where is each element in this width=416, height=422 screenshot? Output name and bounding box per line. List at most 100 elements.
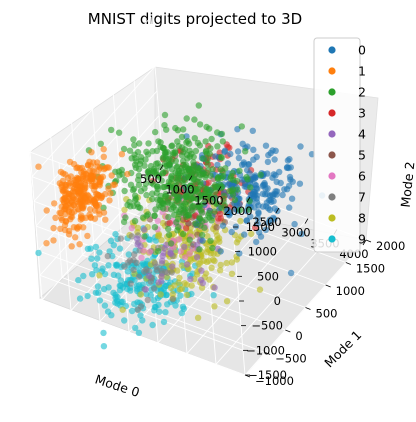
point (154, 248, 162, 255)
point (88, 149, 95, 156)
point (235, 154, 243, 162)
point (80, 272, 87, 280)
point (135, 181, 143, 189)
y-tick (345, 262, 351, 265)
point (94, 163, 101, 170)
point (118, 151, 126, 158)
point (84, 292, 91, 300)
point (192, 220, 199, 227)
point (108, 172, 115, 179)
point (169, 290, 176, 298)
point (256, 229, 263, 236)
point (69, 194, 77, 202)
point (65, 207, 73, 215)
point (52, 214, 59, 221)
point (129, 186, 137, 194)
point (125, 259, 132, 266)
point (164, 301, 171, 308)
point (146, 248, 153, 256)
point (178, 262, 186, 269)
x-tick (159, 164, 164, 171)
point (128, 224, 135, 232)
point (163, 126, 170, 133)
point (141, 162, 148, 169)
point (176, 236, 183, 243)
point (166, 219, 173, 227)
x-tick-label: 2000 (223, 204, 252, 218)
x-tick-label: 1000 (165, 183, 194, 197)
point (174, 174, 181, 181)
point (162, 190, 169, 198)
point (137, 291, 144, 298)
point (75, 277, 82, 284)
point (100, 329, 107, 337)
point (259, 203, 267, 210)
point (195, 102, 202, 109)
point (171, 211, 178, 218)
point (76, 241, 83, 248)
point (169, 296, 176, 303)
point (190, 159, 197, 166)
point (155, 279, 162, 286)
legend-label-9: 9 (358, 232, 366, 247)
point (126, 147, 134, 154)
point (226, 212, 233, 219)
point (151, 212, 158, 220)
point (135, 273, 143, 280)
x-axis-label: Mode 0 (93, 371, 141, 399)
x-tick (188, 175, 193, 181)
point (60, 206, 68, 213)
point (214, 236, 221, 243)
point (238, 123, 245, 130)
point (132, 324, 139, 332)
point (194, 164, 201, 171)
point (226, 187, 233, 195)
point (138, 262, 145, 269)
point (60, 187, 68, 194)
point (207, 237, 214, 244)
legend-label-1: 1 (358, 64, 366, 79)
point (180, 126, 187, 133)
point (141, 268, 148, 275)
point (155, 173, 163, 180)
y-tick-label: 1500 (356, 262, 385, 276)
point (147, 236, 154, 243)
point (97, 140, 105, 147)
point (147, 278, 154, 285)
point (195, 185, 202, 192)
point (177, 206, 185, 213)
y-tick (305, 307, 311, 310)
point (213, 199, 220, 207)
point (285, 164, 292, 172)
point (106, 197, 113, 204)
z-tick-label: 500 (257, 269, 279, 283)
point (196, 142, 204, 149)
point (262, 226, 269, 234)
point (151, 224, 159, 231)
point (110, 271, 118, 278)
point (178, 133, 186, 141)
point (221, 148, 228, 156)
point (127, 203, 134, 210)
point (223, 298, 231, 305)
point (148, 179, 155, 187)
point (259, 190, 267, 198)
point (137, 242, 144, 250)
point (88, 175, 96, 183)
point (146, 268, 153, 275)
point (272, 147, 279, 154)
point (109, 252, 116, 260)
point (94, 283, 102, 290)
legend-label-5: 5 (358, 148, 366, 163)
point (109, 181, 117, 189)
point (122, 214, 129, 221)
point (134, 306, 142, 313)
legend-marker-2 (328, 88, 336, 96)
point (181, 254, 189, 261)
point (208, 135, 215, 143)
point (174, 196, 182, 204)
point (273, 178, 280, 186)
point (70, 160, 78, 168)
point (107, 190, 114, 197)
point (130, 136, 137, 143)
